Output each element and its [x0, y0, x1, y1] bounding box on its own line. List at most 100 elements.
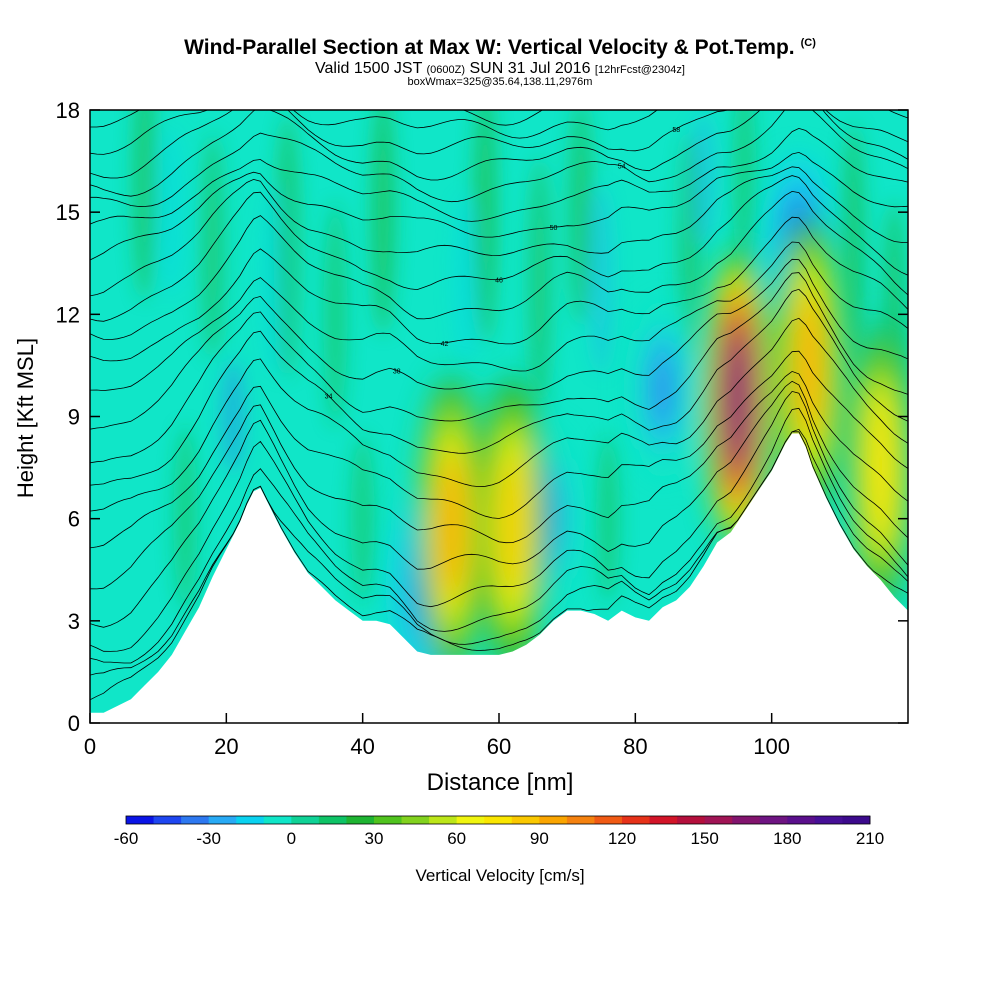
x-axis: 0 20 40 60 80 100: [84, 713, 790, 759]
isentrope-line: [90, 110, 908, 207]
colorbar-tick-label: 90: [530, 829, 549, 848]
colorbar-swatch: [291, 816, 320, 824]
isentrope-label: 38: [393, 368, 401, 375]
y-tick-label: 6: [68, 507, 80, 532]
isentrope-line: [90, 407, 908, 664]
colorbar-swatch: [126, 816, 154, 824]
y-tick-label: 0: [68, 711, 80, 736]
isentrope-line: [90, 241, 908, 392]
isentrope-line: [90, 350, 908, 549]
colorbar-swatch: [318, 816, 347, 824]
colorbar-swatch: [484, 816, 513, 824]
velocity-streak: [350, 434, 375, 603]
valid-utc: (0600Z): [426, 64, 466, 76]
velocity-streak: [473, 110, 498, 344]
isentrope-line: [90, 190, 908, 341]
velocity-streak: [159, 127, 184, 297]
colorbar-tick-label: 150: [690, 829, 718, 848]
isentrope-line: [90, 390, 908, 652]
colorbar-swatch: [842, 816, 871, 824]
isentrope-label: 42: [441, 341, 449, 348]
isentrope-line: [90, 216, 908, 362]
y-axis-label: Height [Kft MSL]: [13, 338, 38, 498]
valid-time: Valid 1500 JST: [315, 60, 423, 77]
x-tick-label: 20: [214, 734, 238, 759]
updraft-level: [439, 455, 464, 596]
box-info: boxWmax=325@35.64,138.11,2976m: [407, 76, 593, 88]
colorbar-swatch: [208, 816, 237, 824]
isentrope-line: [90, 110, 908, 197]
valid-date: SUN 31 Jul 2016: [469, 60, 591, 77]
velocity-streak: [221, 360, 246, 473]
velocity-streak: [596, 434, 621, 603]
title-copyright: (C): [800, 37, 816, 49]
colorbar-swatch: [236, 816, 265, 824]
velocity-streak: [371, 110, 396, 334]
colorbar-swatch: [787, 816, 816, 824]
x-tick-label: 0: [84, 734, 96, 759]
colorbar-swatch: [704, 816, 733, 824]
x-tick-label: 60: [487, 734, 511, 759]
updraft-level: [725, 329, 750, 470]
colorbar-swatch: [622, 816, 650, 824]
colorbar-frame: [125, 815, 871, 825]
isentrope-label: 46: [495, 278, 503, 285]
isentrope-line: [90, 151, 908, 261]
isentrope-line: [90, 258, 908, 430]
velocity-streak: [732, 110, 757, 282]
x-tick-label: 100: [753, 734, 790, 759]
isentrope-line: [90, 380, 908, 628]
colorbar-tick-label: 60: [447, 829, 466, 848]
colorbar-swatch: [401, 816, 430, 824]
colorbar-tick-label: 180: [773, 829, 801, 848]
isentrope-line: [90, 110, 544, 128]
isentrope-line: [90, 317, 908, 512]
colorbar-swatch: [374, 816, 402, 824]
x-tick-label: 40: [350, 734, 374, 759]
colorbar-tick-label: 0: [287, 829, 296, 848]
colorbar-swatch: [814, 816, 843, 824]
colorbar-swatch: [649, 816, 678, 824]
velocity-streak: [132, 110, 157, 300]
velocity-streak: [527, 158, 552, 403]
colorbar-swatch: [594, 816, 623, 824]
velocity-streak: [589, 186, 614, 374]
isentrope-line: [90, 272, 908, 464]
colorbar-tick-label: -30: [196, 829, 221, 848]
chart-subtitle: Valid 1500 JST (0600Z) SUN 31 Jul 2016 […: [0, 60, 1000, 78]
colorbar-label: Vertical Velocity [cm/s]: [415, 866, 584, 885]
forecast-info: [12hrFcst@2304z]: [594, 64, 685, 76]
vertical-velocity-field: [90, 110, 908, 723]
colorbar-swatch: [732, 816, 761, 824]
x-tick-label: 80: [623, 734, 647, 759]
y-tick-label: 18: [56, 98, 80, 123]
colorbar-swatch: [539, 816, 568, 824]
x-axis-label: Distance [nm]: [427, 769, 574, 796]
isentrope-line: [90, 127, 908, 225]
colorbar-swatch: [153, 816, 182, 824]
colorbar-tick-label: 120: [608, 829, 636, 848]
velocity-streak: [173, 425, 198, 613]
isentrope-label: 50: [550, 225, 558, 232]
y-tick-label: 15: [56, 200, 80, 225]
isentrope-label: 34: [325, 394, 333, 401]
y-tick-label: 3: [68, 609, 80, 634]
velocity-streak: [262, 186, 287, 374]
colorbar-swatch: [511, 816, 540, 824]
isentrope-line: [90, 428, 908, 676]
terrain-mask: [90, 433, 908, 723]
y-axis: 0 3 6 9 12 15 18: [56, 98, 908, 736]
colorbar-swatch: [759, 816, 788, 824]
colorbar-tick-label: 30: [365, 829, 384, 848]
isentrope-line: [90, 175, 908, 322]
updraft-level: [868, 397, 893, 538]
downdraft-peak: [654, 355, 671, 424]
colorbar-tick-label: -60: [114, 829, 139, 848]
colorbar-swatch: [677, 816, 706, 824]
colorbar-swatch: [456, 816, 485, 824]
velocity-streak: [452, 195, 477, 365]
y-tick-label: 9: [68, 405, 80, 430]
updraft-level: [500, 455, 525, 596]
